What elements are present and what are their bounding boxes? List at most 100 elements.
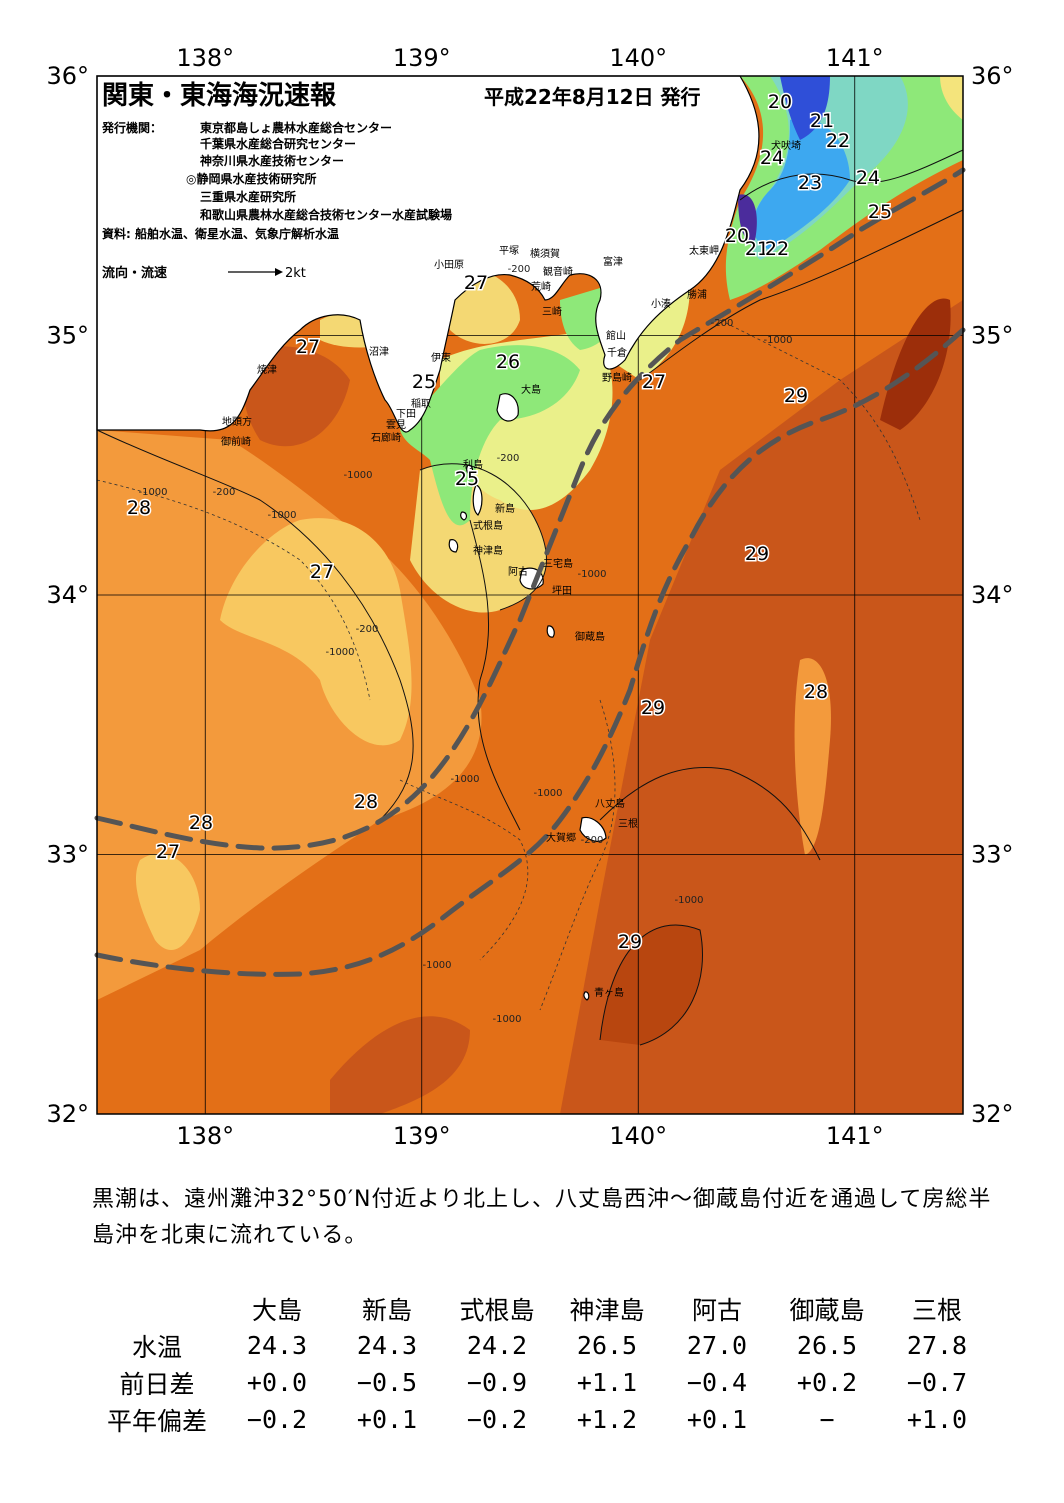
lon-tick-top: 138° <box>176 44 234 72</box>
place-name: 小湊 <box>651 297 671 310</box>
isotherm-label: 28 <box>189 812 213 834</box>
table-cell: −0.9 <box>466 1368 528 1397</box>
depth-label: -1000 <box>577 569 606 580</box>
map-header: 関東・東海海況速報 平成22年8月12日 発行 発行機関： 東京都島しょ農林水産… <box>101 81 701 281</box>
isotherm-label: 21 <box>810 110 834 132</box>
lon-tick-top: 141° <box>826 44 884 72</box>
issuer-2: 神奈川県水産技術センター <box>200 153 344 168</box>
place-name: 観音崎 <box>543 265 573 278</box>
isotherm-label: 27 <box>156 841 180 863</box>
issuer-0: 東京都島しょ農林水産総合センター <box>200 120 392 135</box>
isotherm-label: 20 <box>768 91 792 113</box>
issuer-5: 和歌山県農林水産総合技術センター水産試験場 <box>199 207 452 222</box>
place-name: 荒崎 <box>531 280 551 293</box>
place-name: 犬吠埼 <box>771 139 801 152</box>
depth-label: -1000 <box>492 1014 521 1025</box>
place-name: 三崎 <box>542 305 562 318</box>
table-cell: +1.0 <box>906 1405 968 1434</box>
station-name: 新島 <box>361 1295 412 1325</box>
place-name: 阿古 <box>508 565 528 578</box>
temp-zone-29b <box>600 924 703 1045</box>
table-row: 前日差 +0.0 −0.5 −0.9 +1.1 −0.4 +0.2 −0.7 <box>92 1364 992 1401</box>
issuer-1: 千葉県水産総合研究センター <box>200 136 356 151</box>
isobath-lines <box>96 319 921 1011</box>
temp-zone-cold-deepblue <box>780 76 830 140</box>
isotherm-label: 29 <box>784 385 808 407</box>
issuer-3: ◎静岡県水産技術研究所 <box>186 171 316 186</box>
depth-label: -1000 <box>674 895 703 906</box>
place-name: 坪田 <box>552 584 572 597</box>
place-name: 伊東 <box>431 351 451 364</box>
depth-label: -1000 <box>267 510 296 521</box>
niijima <box>472 484 483 516</box>
table-cell: 24.3 <box>246 1331 308 1360</box>
lat-tick-right: 34° <box>971 581 1014 609</box>
lon-tick-bottom: 138° <box>176 1122 234 1150</box>
depth-label: -1000 <box>325 647 354 658</box>
station-name: 式根島 <box>459 1295 535 1325</box>
table-cell: −0.5 <box>356 1368 418 1397</box>
depth-label: -200 <box>508 264 531 275</box>
issuer-4: 三重県水産研究所 <box>200 189 296 204</box>
land <box>96 75 760 1001</box>
mikurajima <box>546 625 555 638</box>
table-cell: 24.2 <box>466 1331 528 1360</box>
kozushima <box>448 539 459 553</box>
lat-tick-left: 34° <box>46 581 89 609</box>
data-sources: 資料: 船舶水温、衛星水温、気象庁解析水温 <box>102 226 339 241</box>
place-name: 沼津 <box>369 345 389 358</box>
temp-zone-27 <box>220 518 412 746</box>
place-name: 太東岬 <box>689 244 719 257</box>
temp-zone-ne-yellow <box>940 76 963 120</box>
temp-zone-cold-blue <box>753 118 850 250</box>
lon-tick-bottom: 141° <box>826 1122 884 1150</box>
temp-zone-29d <box>243 346 350 447</box>
isotherm-label: 22 <box>826 130 850 152</box>
depth-label: -1000 <box>138 487 167 498</box>
place-name: 地頭方 <box>222 415 252 428</box>
honshu <box>96 75 760 433</box>
temp-zone-25 <box>400 345 580 526</box>
lat-tick-left: 36° <box>46 62 89 90</box>
toshima <box>466 464 474 476</box>
lon-tick-top: 139° <box>393 44 451 72</box>
place-name: 横須賀 <box>530 247 560 260</box>
depth-label: -200 <box>497 453 520 464</box>
place-name: 御蔵島 <box>575 630 605 643</box>
axis-labels: 138° 138° 139° 139° 140° 140° 141° 141° 36° 36° 35… <box>46 44 1013 1150</box>
depth-label: -1000 <box>533 788 562 799</box>
table-cell: +0.1 <box>356 1405 418 1434</box>
table-cell: +1.1 <box>576 1368 638 1397</box>
depth-label: -200 <box>356 624 379 635</box>
place-name: 下田 <box>396 409 416 420</box>
kuroshio-axis <box>94 167 966 977</box>
isotherm-label: 27 <box>642 371 666 393</box>
depth-label: -200 <box>711 318 734 329</box>
temp-zone-cold-purple <box>738 194 757 241</box>
isotherm-label: 28 <box>804 681 828 703</box>
place-name: 大島 <box>521 383 541 396</box>
place-name: 青ヶ島 <box>594 986 624 999</box>
place-name: 八丈島 <box>595 797 625 810</box>
temp-zone-28b <box>794 658 831 855</box>
place-name: 新島 <box>495 502 515 515</box>
place-name: 御前崎 <box>221 435 251 448</box>
hachijojima <box>579 816 607 842</box>
table-cell: 27.0 <box>686 1331 748 1360</box>
table-cell: +0.1 <box>686 1405 748 1434</box>
isotherm-label: 26 <box>496 351 520 373</box>
lat-tick-right: 36° <box>971 62 1014 90</box>
table-cell: 24.3 <box>356 1331 418 1360</box>
table-cell: 26.5 <box>796 1331 858 1360</box>
place-name: 野島崎 <box>602 371 632 384</box>
station-header-row: 大島 新島 式根島 神津島 阿古 御蔵島 三根 <box>92 1290 992 1327</box>
isotherm-label: 25 <box>412 371 436 393</box>
flow-legend-label: 流向・流速 <box>102 265 167 281</box>
place-name: 式根島 <box>473 519 503 532</box>
depth-label: -1000 <box>343 470 372 481</box>
lat-tick-right: 32° <box>971 1100 1014 1128</box>
lat-tick-left: 33° <box>46 841 89 869</box>
depth-label: -200 <box>213 487 236 498</box>
lat-tick-right: 33° <box>971 841 1014 869</box>
place-name: 館山 <box>606 329 626 342</box>
